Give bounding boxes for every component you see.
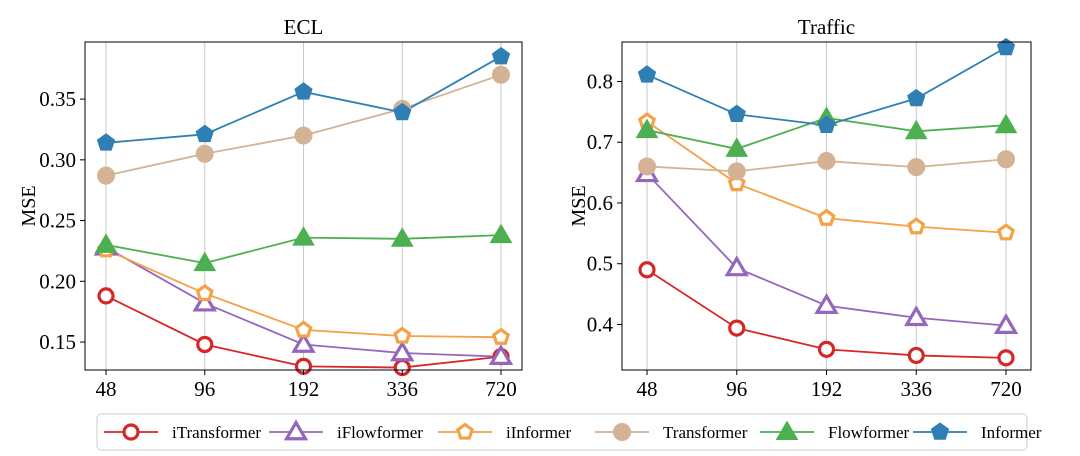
point-flowformer-720	[994, 113, 1018, 134]
point-iflowformer-96	[724, 255, 749, 277]
legend-label-itransformer: iTransformer	[172, 423, 261, 442]
point-transformer-720	[997, 150, 1015, 169]
point-itransformer-96	[196, 335, 214, 354]
legend: iTransformer iFlowformer iInformer Transfor…	[96, 413, 1042, 451]
point-itransformer-720	[997, 349, 1015, 367]
legend-item-flowformer: Flowformer	[760, 420, 910, 442]
legend-label-transformer: Transformer	[663, 423, 748, 442]
legend-marker-flowformer	[775, 420, 799, 440]
x-tick-label-48: 48	[637, 377, 658, 401]
x-tick-label-720: 720	[485, 377, 517, 401]
point-flowformer-96	[193, 251, 217, 272]
x-tick-label-336: 336	[387, 377, 419, 401]
point-informer-720	[491, 46, 511, 65]
point-iflowformer-720	[488, 344, 514, 365]
point-informer-336	[393, 102, 412, 121]
x-tick-label-48: 48	[96, 377, 117, 401]
legend-label-iinformer: iInformer	[506, 423, 571, 442]
y-axis-label: MSE	[568, 185, 590, 226]
y-tick-label-0-8: 0.8	[587, 69, 613, 93]
point-flowformer-192	[292, 226, 315, 246]
y-tick-label-0-20: 0.20	[39, 269, 76, 293]
y-tick-label-0-25: 0.25	[39, 209, 76, 233]
point-iflowformer-720	[993, 313, 1019, 335]
point-informer-96	[727, 104, 746, 123]
legend-item-informer: Informer	[913, 422, 1042, 442]
point-flowformer-336	[390, 227, 414, 247]
point-iinformer-720	[491, 327, 511, 345]
ecl-panel: 48 96 192 336 720 0.15 0.20 0.25 0.30 0.35 ECL MSE	[18, 15, 523, 401]
point-flowformer-96	[725, 137, 749, 157]
point-informer-96	[195, 124, 214, 143]
legend-item-itransformer: iTransformer	[104, 423, 261, 442]
x-tick-label-96: 96	[726, 377, 747, 401]
legend-item-transformer: Transformer	[595, 423, 748, 442]
point-transformer-96	[195, 144, 214, 163]
point-iinformer-192	[294, 320, 313, 338]
legend-marker-informer	[930, 422, 950, 440]
point-itransformer-96	[728, 319, 746, 337]
point-flowformer-336	[904, 119, 928, 140]
point-informer-48	[637, 65, 657, 83]
legend-marker-iinformer	[455, 422, 475, 440]
y-tick-label-0-35: 0.35	[39, 87, 76, 111]
legend-marker-itransformer	[122, 423, 140, 441]
point-transformer-48	[638, 157, 656, 176]
point-flowformer-720	[489, 223, 513, 244]
point-iflowformer-96	[192, 290, 217, 312]
point-iinformer-720	[996, 223, 1016, 241]
x-tick-label-192: 192	[811, 377, 843, 401]
y-tick-label-0-5: 0.5	[587, 252, 613, 276]
point-iflowformer-192	[291, 331, 316, 353]
y-tick-label-0-4: 0.4	[587, 312, 614, 336]
y-tick-label-0-7: 0.7	[587, 130, 613, 154]
point-informer-192	[294, 82, 313, 100]
legend-box	[96, 413, 1028, 451]
point-iflowformer-192	[814, 292, 839, 314]
point-iinformer-336	[907, 217, 926, 235]
x-tick-label-336: 336	[901, 377, 933, 401]
point-iflowformer-336	[904, 305, 929, 327]
point-transformer-192	[294, 126, 313, 145]
point-iflowformer-336	[390, 340, 415, 362]
legend-item-iflowformer: iFlowformer	[269, 419, 423, 442]
y-tick-label-0-6: 0.6	[587, 191, 613, 215]
point-transformer-96	[727, 162, 746, 181]
legend-item-iinformer: iInformer	[438, 422, 571, 442]
point-flowformer-48	[94, 233, 118, 253]
point-informer-48	[96, 133, 116, 151]
point-itransformer-336	[907, 346, 925, 365]
x-tick-label-192: 192	[288, 377, 320, 401]
point-informer-336	[907, 88, 926, 107]
x-tick-label-96: 96	[194, 377, 215, 401]
legend-label-iflowformer: iFlowformer	[337, 423, 423, 442]
point-transformer-192	[817, 152, 836, 171]
point-flowformer-48	[635, 118, 659, 139]
chart-title-ecl: ECL	[284, 15, 324, 39]
chart-title-traffic: Traffic	[798, 15, 855, 39]
y-tick-label-0-15: 0.15	[39, 330, 76, 354]
legend-label-flowformer: Flowformer	[828, 423, 910, 442]
legend-marker-iflowformer	[283, 419, 309, 441]
point-itransformer-48	[97, 287, 115, 305]
point-transformer-48	[97, 166, 115, 185]
traffic-panel: 48 96 192 336 720 0.4 0.5 0.6 0.7 0.8 Traffic MSE	[568, 15, 1032, 401]
point-itransformer-48	[638, 261, 656, 279]
point-transformer-720	[492, 65, 510, 84]
point-iinformer-96	[195, 283, 214, 302]
point-transformer-336	[907, 158, 926, 177]
legend-marker-transformer	[613, 423, 631, 441]
point-itransformer-192	[817, 340, 836, 358]
point-iinformer-336	[393, 326, 412, 344]
point-informer-720	[996, 37, 1016, 56]
y-tick-label-0-30: 0.30	[39, 148, 76, 172]
x-tick-label-720: 720	[990, 377, 1022, 401]
point-iinformer-192	[817, 208, 836, 226]
point-informer-192	[817, 115, 836, 133]
legend-label-informer: Informer	[981, 423, 1042, 442]
y-axis-label: MSE	[18, 185, 40, 226]
